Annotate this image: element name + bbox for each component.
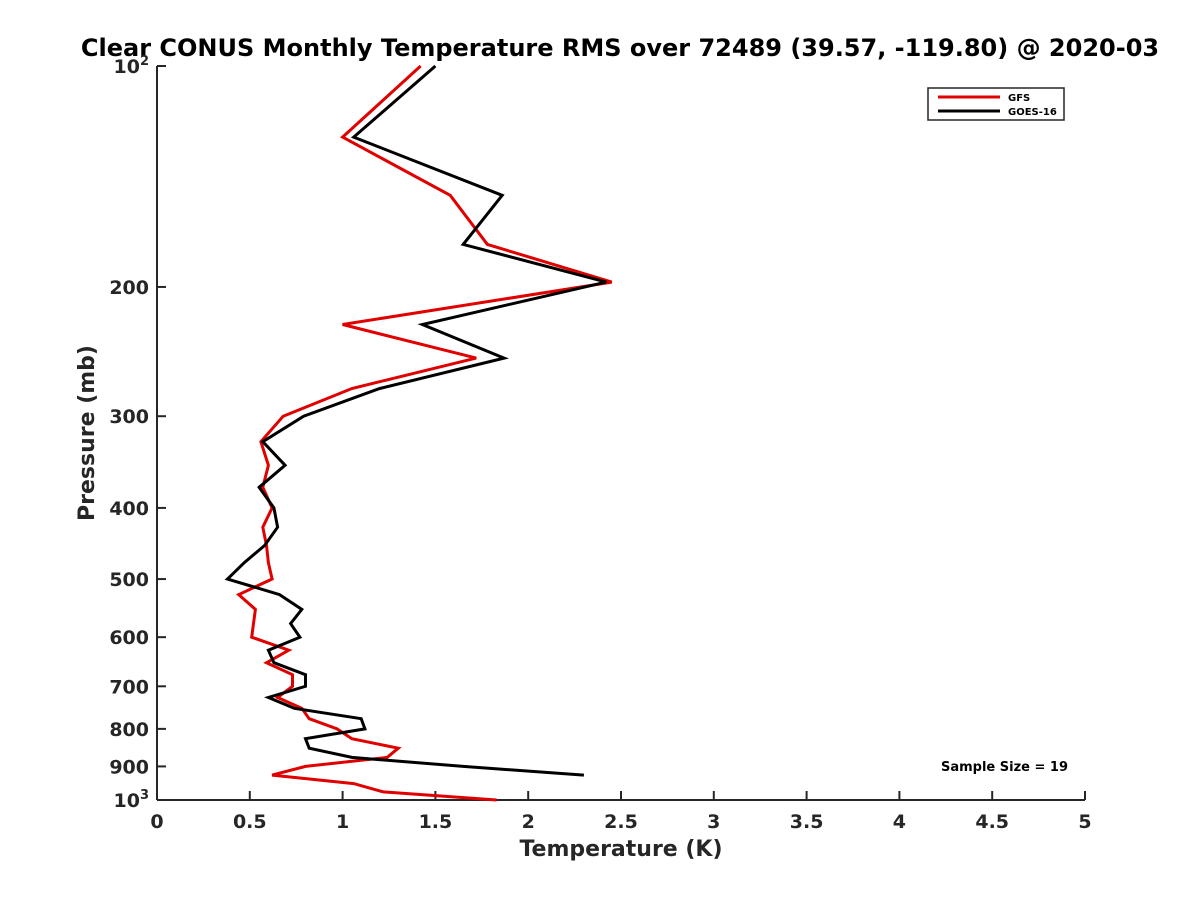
sample-size-annotation: Sample Size = 19 bbox=[941, 760, 1068, 775]
y-tick-label: 900 bbox=[109, 756, 149, 778]
legend-box bbox=[927, 87, 1065, 121]
y-tick-label: 400 bbox=[109, 498, 149, 520]
x-axis-label: Temperature (K) bbox=[519, 837, 722, 862]
y-tick-label: 103 bbox=[114, 788, 150, 812]
chart-title: Clear CONUS Monthly Temperature RMS over… bbox=[81, 34, 1159, 62]
x-tick-label: 1.5 bbox=[419, 811, 453, 833]
x-tick-label: 2.5 bbox=[604, 811, 638, 833]
x-tick-label: 5 bbox=[1078, 811, 1091, 833]
x-tick-label: 3 bbox=[707, 811, 720, 833]
x-tick-label: 3.5 bbox=[790, 811, 824, 833]
x-axis-ticks: 0 0.5 1 1.5 2 2.5 3 3.5 4 4.5 5 bbox=[150, 791, 1092, 833]
x-tick-label: 1 bbox=[336, 811, 349, 833]
x-tick-label: 4.5 bbox=[975, 811, 1009, 833]
x-tick-label: 2 bbox=[522, 811, 535, 833]
legend: GFS GOES-16 bbox=[927, 87, 1065, 121]
y-tick-label: 800 bbox=[109, 719, 149, 741]
y-tick-label: 600 bbox=[109, 627, 149, 649]
x-tick-label: 0.5 bbox=[233, 811, 267, 833]
y-tick-label: 102 bbox=[114, 54, 150, 78]
series-line-gfs bbox=[235, 64, 613, 802]
y-tick-label: 500 bbox=[109, 569, 149, 591]
y-axis-label: Pressure (mb) bbox=[75, 345, 100, 521]
y-tick-label: 700 bbox=[109, 676, 149, 698]
x-tick-label: 4 bbox=[893, 811, 906, 833]
y-tick-label: 300 bbox=[109, 406, 149, 428]
legend-label: GOES-16 bbox=[1008, 107, 1057, 118]
y-axis-ticks: 102 200 300 400 500 600 700 800 900 103 bbox=[109, 54, 166, 812]
series-line-goes-16 bbox=[224, 64, 607, 777]
legend-label: GFS bbox=[1008, 93, 1030, 104]
series-lines bbox=[224, 64, 613, 802]
x-tick-label: 0 bbox=[150, 811, 163, 833]
y-tick-label: 200 bbox=[109, 277, 149, 299]
